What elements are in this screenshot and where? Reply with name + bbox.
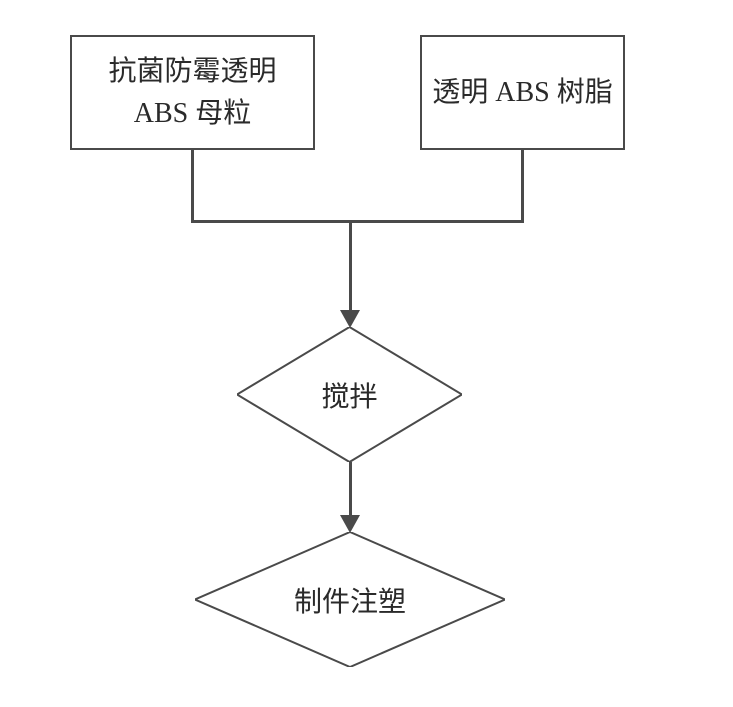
node-box-left: 抗菌防霉透明 ABS 母粒 <box>70 35 315 150</box>
edge-right-down <box>521 150 524 220</box>
edge-left-down <box>191 150 194 220</box>
node-diamond-mold-label: 制件注塑 <box>294 580 406 620</box>
node-box-right: 透明 ABS 树脂 <box>420 35 625 150</box>
arrow-to-mold <box>340 515 360 533</box>
node-box-left-label: 抗菌防霉透明 ABS 母粒 <box>82 51 303 135</box>
node-box-right-label: 透明 ABS 树脂 <box>432 72 612 114</box>
edge-horizontal-merge <box>191 220 524 223</box>
flowchart-canvas: 抗菌防霉透明 ABS 母粒 透明 ABS 树脂 搅拌 制件注塑 <box>0 0 733 707</box>
node-diamond-mix: 搅拌 <box>237 327 462 462</box>
edge-mix-to-mold <box>349 462 352 517</box>
arrow-to-mix <box>340 310 360 328</box>
node-diamond-mix-label: 搅拌 <box>321 375 377 415</box>
node-diamond-mold: 制件注塑 <box>195 532 505 667</box>
edge-merge-to-mix <box>349 220 352 312</box>
